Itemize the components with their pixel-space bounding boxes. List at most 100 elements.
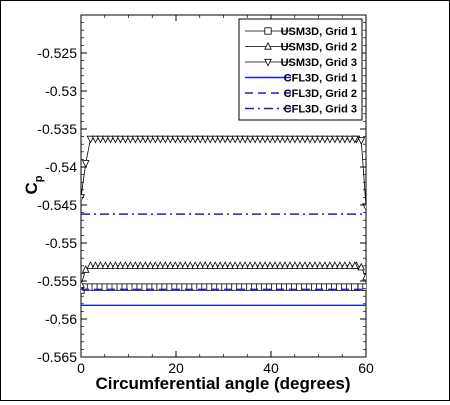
marker-triangle-down <box>211 135 220 144</box>
marker-triangle-down <box>176 135 185 144</box>
marker-triangle-up <box>316 261 324 269</box>
marker-triangle-down <box>261 135 269 144</box>
marker-triangle-up <box>236 261 244 269</box>
marker-triangle-down <box>251 135 259 144</box>
legend: USM3D, Grid 1 USM3D, Grid 2 USM3D, Grid 3 C… <box>238 18 363 121</box>
marker-triangle-up <box>111 261 120 269</box>
marker-triangle-up <box>81 265 90 273</box>
x-tick-label: 20 <box>168 360 184 376</box>
marker-triangle-up <box>131 261 140 269</box>
marker-triangle-down <box>341 135 349 144</box>
marker-triangle-down <box>256 135 264 144</box>
marker-triangle-up <box>286 261 294 269</box>
marker-triangle-down <box>146 135 155 144</box>
legend-entry: CFL3D, Grid 1 <box>245 73 357 85</box>
marker-triangle-up <box>306 261 314 269</box>
marker-triangle-down <box>316 135 324 144</box>
marker-triangle-up <box>101 261 110 269</box>
marker-triangle-up <box>151 261 160 269</box>
marker-triangle-up <box>271 261 279 269</box>
marker-triangle-up <box>201 261 210 269</box>
legend-entry: USM3D, Grid 1 <box>245 26 357 38</box>
marker-triangle-up <box>186 261 195 269</box>
marker-triangle-down <box>306 135 314 144</box>
marker-triangle-down <box>141 135 150 144</box>
marker-triangle-down <box>350 135 359 144</box>
marker-square <box>362 283 366 291</box>
marker-triangle-up <box>357 262 366 271</box>
marker-triangle-down <box>221 135 230 144</box>
y-tick-label: -0.565 <box>37 349 77 365</box>
marker-triangle-up <box>276 261 284 269</box>
marker-triangle-down <box>357 137 366 145</box>
marker-triangle-down <box>346 135 354 144</box>
series-1 <box>81 283 366 294</box>
marker-triangle-down <box>296 135 304 144</box>
marker-triangle-down <box>201 135 210 144</box>
marker-triangle-down <box>271 135 279 144</box>
marker-triangle-down <box>111 135 120 144</box>
marker-triangle-down <box>81 194 85 202</box>
marker-triangle-up <box>126 261 135 269</box>
marker-triangle-down <box>101 135 110 144</box>
marker-triangle-up <box>331 261 339 269</box>
legend-label: USM3D, Grid 2 <box>281 42 357 54</box>
marker-triangle-down <box>86 135 95 144</box>
marker-triangle-down <box>266 135 274 144</box>
marker-triangle-up <box>136 261 145 269</box>
marker-triangle-down <box>321 135 329 144</box>
marker-triangle-up <box>156 261 165 269</box>
y-axis-title-sub: p <box>33 175 45 182</box>
marker-triangle-up <box>91 261 100 269</box>
marker-triangle-up <box>216 261 225 269</box>
marker-triangle-down <box>326 135 334 144</box>
marker-triangle-up <box>241 261 249 269</box>
legend-entry: CFL3D, Grid 2 <box>245 88 357 100</box>
ticks-layer: -0.565 -0.56 -0.555 -0.55 -0.545 -0.54 -0.535 -… <box>37 14 374 376</box>
marker-triangle-down <box>181 135 190 144</box>
marker-triangle-up <box>206 261 215 269</box>
marker-triangle-down <box>106 135 115 144</box>
marker-triangle-up <box>96 261 105 269</box>
marker-triangle-down <box>246 135 254 144</box>
marker-triangle-down <box>236 135 244 144</box>
x-tick-label: 60 <box>358 360 374 376</box>
marker-triangle-down <box>281 135 289 144</box>
marker-triangle-up <box>336 261 344 269</box>
marker-triangle-down <box>206 135 215 144</box>
y-tick-label: -0.53 <box>45 83 77 99</box>
marker-triangle-up <box>301 261 309 269</box>
marker-triangle-up <box>350 261 359 269</box>
legend-label: USM3D, Grid 3 <box>281 57 357 69</box>
marker-triangle-up <box>166 261 175 269</box>
marker-triangle-down <box>336 135 344 144</box>
marker-triangle-up <box>81 280 85 288</box>
marker-triangle-up <box>321 261 329 269</box>
marker-triangle-up <box>146 261 155 269</box>
marker-triangle-up <box>266 261 274 269</box>
marker-triangle-down <box>131 135 140 144</box>
marker-triangle-up <box>291 261 299 269</box>
legend-label: CFL3D, Grid 3 <box>284 104 357 116</box>
y-tick-label: -0.54 <box>45 159 77 175</box>
legend-entry: USM3D, Grid 2 <box>245 42 357 54</box>
x-tick-label: 40 <box>263 360 279 376</box>
series-layer <box>81 135 366 307</box>
y-tick-label: -0.525 <box>37 45 77 61</box>
marker-triangle-up <box>231 261 239 269</box>
marker-triangle-down <box>186 135 195 144</box>
marker-triangle-down <box>301 135 309 144</box>
legend-label: USM3D, Grid 1 <box>281 26 357 38</box>
marker-triangle-up <box>326 261 334 269</box>
marker-triangle-up <box>256 261 264 269</box>
marker-triangle-up <box>296 261 304 269</box>
x-axis-title: Circumferential angle (degrees) <box>95 374 350 393</box>
y-axis-title: Cp <box>22 175 45 194</box>
marker-triangle-down <box>116 135 125 144</box>
marker-triangle-down <box>226 135 234 144</box>
marker-triangle-down <box>136 135 145 144</box>
marker-triangle-up <box>106 261 115 269</box>
marker-triangle-down <box>231 135 239 144</box>
